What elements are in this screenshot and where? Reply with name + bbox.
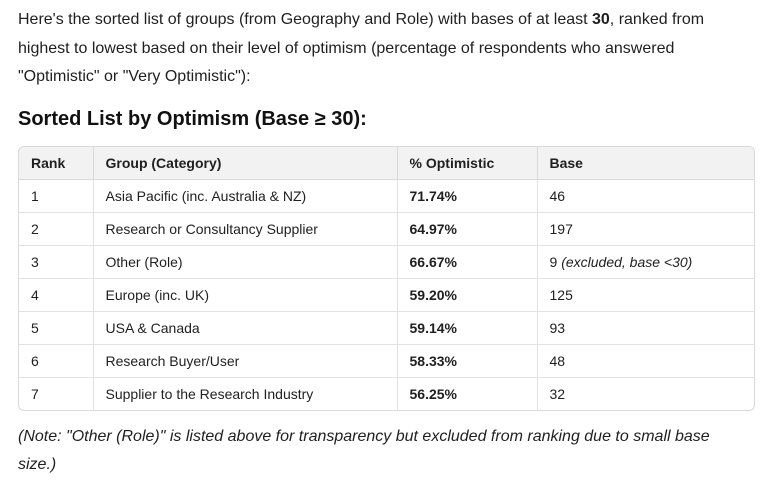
cell-rank: 7 bbox=[19, 377, 94, 410]
table-row: 7 Supplier to the Research Industry 56.2… bbox=[19, 377, 754, 410]
section-heading: Sorted List by Optimism (Base ≥ 30): bbox=[18, 107, 367, 130]
intro-text-end: , ranked from highest to lowest based on… bbox=[18, 11, 705, 85]
table-header: Rank Group (Category) % Optimistic Base bbox=[19, 146, 754, 180]
cell-group: Research Buyer/User bbox=[93, 344, 398, 378]
table-row: 2 Research or Consultancy Supplier 64.97… bbox=[19, 212, 754, 246]
table-row: 5 USA & Canada 59.14% 93 bbox=[19, 311, 754, 345]
header-optimistic: % Optimistic bbox=[397, 146, 538, 180]
cell-optimistic: 59.14% bbox=[397, 311, 538, 345]
base-value: 93 bbox=[549, 319, 566, 336]
footnote: (Note: "Other (Role)" is listed above fo… bbox=[18, 427, 710, 473]
results-table: Rank Group (Category) % Optimistic Base … bbox=[19, 146, 754, 410]
header-rank: Rank bbox=[19, 146, 94, 180]
cell-optimistic: 64.97% bbox=[397, 212, 538, 246]
cell-base: 48 bbox=[537, 344, 754, 378]
cell-base: 125 bbox=[537, 278, 754, 312]
cell-optimistic: 66.67% bbox=[397, 245, 538, 279]
cell-group: USA & Canada bbox=[93, 311, 398, 345]
base-value: 48 bbox=[549, 352, 566, 369]
cell-optimistic: 71.74% bbox=[397, 179, 538, 213]
cell-base: 32 bbox=[537, 377, 754, 410]
table-body: 1 Asia Pacific (inc. Australia & NZ) 71.… bbox=[19, 179, 754, 410]
table-row: 1 Asia Pacific (inc. Australia & NZ) 71.… bbox=[19, 179, 754, 213]
cell-rank: 6 bbox=[19, 344, 94, 378]
cell-rank: 3 bbox=[19, 245, 94, 279]
base-value: 32 bbox=[549, 385, 566, 402]
cell-base: 197 bbox=[537, 212, 754, 246]
cell-base: 46 bbox=[537, 179, 754, 213]
header-base: Base bbox=[537, 146, 754, 180]
cell-group: Asia Pacific (inc. Australia & NZ) bbox=[93, 179, 398, 213]
base-value: 46 bbox=[549, 187, 566, 204]
cell-rank: 2 bbox=[19, 212, 94, 246]
cell-rank: 5 bbox=[19, 311, 94, 345]
cell-optimistic: 58.33% bbox=[397, 344, 538, 378]
table-row: 3 Other (Role) 66.67% 9 (excluded, base … bbox=[19, 245, 754, 279]
table-row: 6 Research Buyer/User 58.33% 48 bbox=[19, 344, 754, 378]
table-row: 4 Europe (inc. UK) 59.20% 125 bbox=[19, 278, 754, 312]
base-exclusion-note: (excluded, base <30) bbox=[561, 253, 693, 270]
cell-group: Europe (inc. UK) bbox=[93, 278, 398, 312]
results-table-container: Rank Group (Category) % Optimistic Base … bbox=[18, 145, 755, 411]
base-value: 197 bbox=[549, 220, 573, 237]
header-group: Group (Category) bbox=[93, 146, 398, 180]
cell-base: 93 bbox=[537, 311, 754, 345]
base-value: 125 bbox=[549, 286, 573, 303]
intro-paragraph: Here's the sorted list of groups (from G… bbox=[18, 6, 748, 92]
cell-rank: 4 bbox=[19, 278, 94, 312]
cell-base: 9 (excluded, base <30) bbox=[537, 245, 754, 279]
intro-text-start: Here's the sorted list of groups (from G… bbox=[18, 11, 592, 28]
cell-group: Research or Consultancy Supplier bbox=[93, 212, 398, 246]
table-header-row: Rank Group (Category) % Optimistic Base bbox=[19, 146, 754, 180]
cell-group: Other (Role) bbox=[93, 245, 398, 279]
intro-bold-value: 30 bbox=[592, 11, 610, 28]
cell-group: Supplier to the Research Industry bbox=[93, 377, 398, 410]
chat-message: Here's the sorted list of groups (from G… bbox=[18, 6, 755, 473]
cell-optimistic: 56.25% bbox=[397, 377, 538, 410]
base-value: 9 bbox=[549, 253, 558, 270]
cell-optimistic: 59.20% bbox=[397, 278, 538, 312]
cell-rank: 1 bbox=[19, 179, 94, 213]
